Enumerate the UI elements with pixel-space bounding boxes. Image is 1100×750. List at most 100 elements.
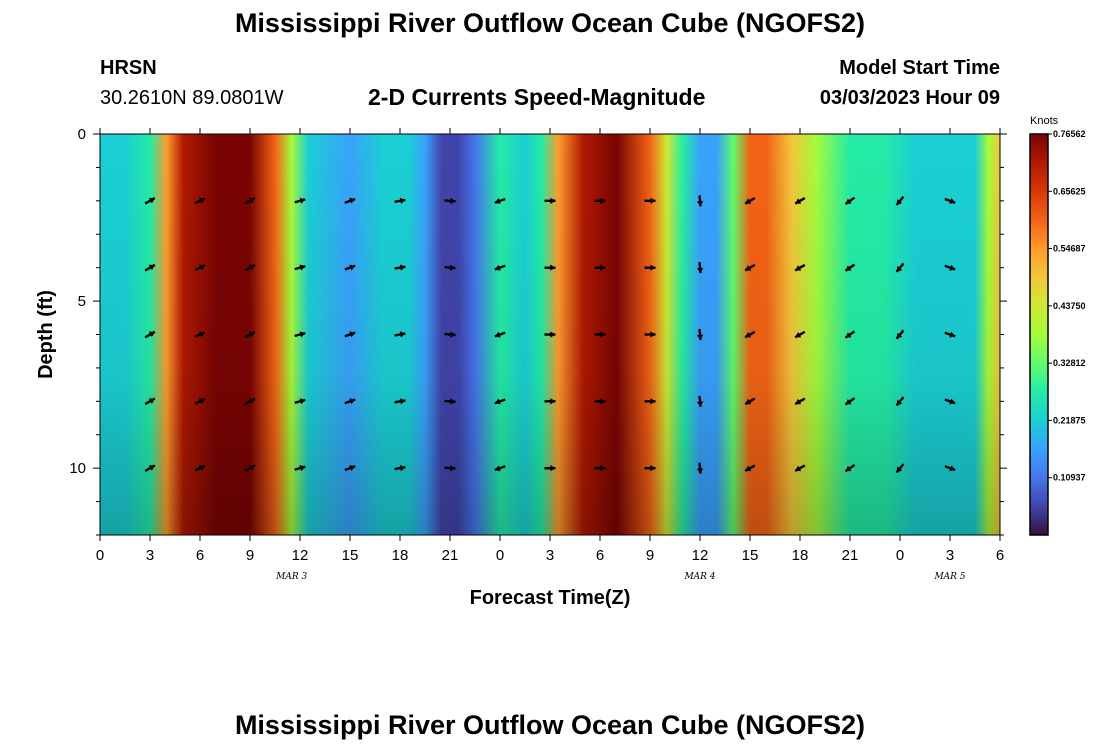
current-vector <box>944 465 956 472</box>
vector-head <box>650 398 656 405</box>
x-tick-label: 21 <box>842 547 859 564</box>
x-tick-label: 0 <box>496 547 504 564</box>
model-start-label: Model Start Time <box>839 57 1000 79</box>
colorbar: Knots 0.76562 0.65625 0.54687 0.43750 0.32812… <box>1029 115 1086 536</box>
current-vector <box>944 398 956 405</box>
y-tick-label: 5 <box>78 293 86 310</box>
vector-head <box>949 465 956 472</box>
chart-subtitle: 2-D Currents Speed-Magnitude <box>368 84 706 110</box>
vector-head <box>299 331 306 338</box>
vector-head <box>896 199 903 205</box>
x-tick-label: 3 <box>546 547 554 564</box>
vector-head <box>795 198 802 204</box>
vector-head <box>949 398 956 405</box>
current-vector <box>895 262 905 273</box>
vector-head <box>148 398 155 404</box>
colorbar-label: 0.43750 <box>1053 301 1086 311</box>
current-vector <box>244 397 256 406</box>
vector-head <box>896 332 903 339</box>
vector-head <box>795 465 802 472</box>
vector-head <box>148 465 155 471</box>
vector-head <box>349 264 356 271</box>
x-tick-label: 6 <box>996 547 1004 564</box>
current-vector <box>194 264 206 272</box>
current-vector <box>444 398 456 405</box>
vector-head <box>199 398 205 404</box>
vector-head <box>148 197 155 204</box>
vector-head <box>450 331 456 338</box>
current-vector <box>594 465 606 472</box>
colorbar-unit: Knots <box>1030 115 1059 127</box>
current-vector <box>494 264 506 271</box>
vector-head <box>450 465 456 472</box>
vector-head <box>745 465 752 472</box>
current-vector <box>944 197 956 204</box>
current-vector <box>494 331 506 338</box>
current-vector <box>144 197 156 205</box>
current-vector <box>594 398 606 405</box>
current-vector <box>344 331 356 338</box>
vector-head <box>896 265 903 272</box>
vector-head <box>650 264 656 271</box>
current-vector <box>244 464 256 472</box>
current-vector <box>844 263 856 272</box>
footer-title: Mississippi River Outflow Ocean Cube (NG… <box>234 710 866 740</box>
current-vector <box>394 398 406 405</box>
x-tick-label: 18 <box>392 547 409 564</box>
current-vectors <box>144 195 956 474</box>
vector-head <box>148 331 155 337</box>
vector-head <box>650 465 656 472</box>
current-vector <box>844 196 856 205</box>
current-vector <box>844 397 856 406</box>
vector-head <box>845 265 852 271</box>
x-tick-label: 9 <box>246 547 254 564</box>
vector-head <box>494 198 501 204</box>
vector-head <box>600 197 606 204</box>
vector-head <box>845 332 852 338</box>
current-vector <box>444 197 456 204</box>
colorbar-bar <box>1029 133 1049 536</box>
current-vector <box>294 264 306 271</box>
current-vector <box>895 195 905 206</box>
current-vector <box>244 330 256 339</box>
current-vector <box>696 195 704 207</box>
current-vector <box>744 464 756 472</box>
model-start-value: 03/03/2023 Hour 09 <box>819 87 1000 109</box>
current-vector <box>544 264 556 271</box>
vector-head <box>494 331 501 338</box>
current-vector <box>594 197 606 204</box>
current-vector <box>644 465 656 472</box>
current-vector <box>294 465 306 472</box>
current-vector <box>544 398 556 405</box>
vector-head <box>199 331 205 338</box>
vector-head <box>550 197 556 204</box>
vector-head <box>349 197 356 204</box>
vector-head <box>745 332 752 338</box>
date-label: MAR 4 <box>683 572 715 582</box>
current-vector <box>544 465 556 472</box>
current-vector <box>944 331 956 338</box>
current-vector <box>944 264 956 271</box>
x-tick-label: 15 <box>342 547 359 564</box>
current-vector <box>744 263 756 272</box>
colorbar-label: 0.21875 <box>1053 415 1086 425</box>
vector-head <box>399 398 406 405</box>
current-vector <box>644 398 656 405</box>
x-tick-label: 9 <box>646 547 654 564</box>
current-vector <box>344 197 356 204</box>
current-vector <box>194 397 206 405</box>
x-tick-label: 12 <box>692 547 709 564</box>
current-vector <box>544 331 556 338</box>
current-vector <box>194 197 206 205</box>
current-vector <box>644 264 656 271</box>
current-vector <box>344 465 356 472</box>
station-coordinates: 30.2610N 89.0801W <box>100 87 284 109</box>
colorbar-label: 0.10937 <box>1053 473 1086 483</box>
current-vector <box>594 331 606 338</box>
current-vector <box>344 264 356 271</box>
vector-head <box>248 398 255 404</box>
y-axis-title: Depth (ft) <box>35 290 57 379</box>
x-tick-label: 6 <box>596 547 604 564</box>
current-vector <box>494 398 506 405</box>
